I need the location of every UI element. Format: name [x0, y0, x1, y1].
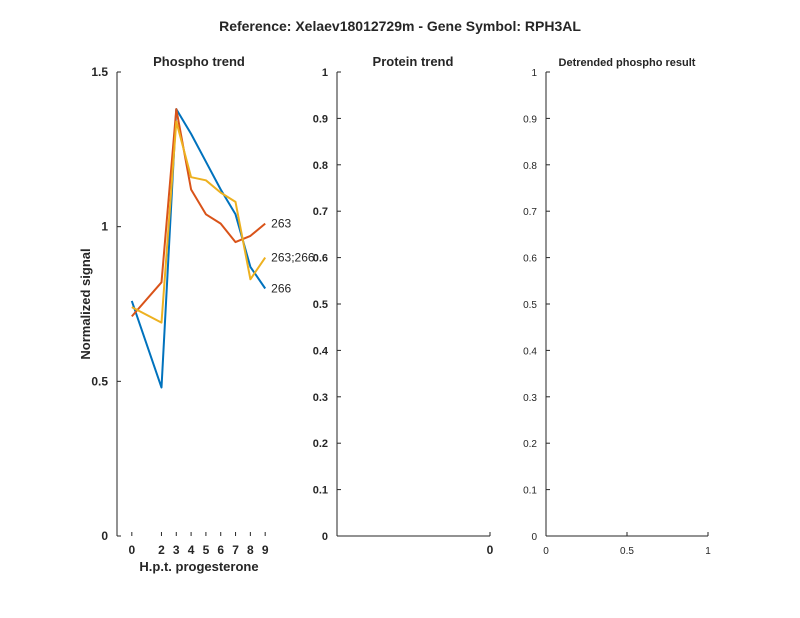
detrended-ytick-label: 1: [531, 68, 537, 79]
detrended-ytick-label: 0.6: [523, 254, 537, 265]
phospho-trend-ylabel: Normalized signal: [78, 248, 93, 359]
phospho-trend-title: Phospho trend: [153, 54, 245, 69]
protein-ytick-label: 0: [322, 531, 328, 543]
protein-ytick-label: 0.8: [313, 160, 328, 172]
phospho-ytick-label: 1.5: [91, 65, 108, 79]
protein-ytick-label: 0.6: [313, 253, 328, 265]
detrended-ytick-label: 0.5: [523, 300, 537, 311]
detrended-xtick-label: 1: [705, 546, 711, 557]
phospho-xtick-label: 3: [173, 543, 180, 557]
detrended-ytick-label: 0: [531, 532, 537, 543]
phospho-xtick-label: 8: [247, 543, 254, 557]
protein-ytick-label: 0.7: [313, 206, 328, 218]
protein-ytick-label: 0.1: [313, 485, 328, 497]
protein-ytick-label: 0.9: [313, 113, 328, 125]
phospho-trend-panel: Phospho trend H.p.t. progesterone Normal…: [78, 54, 315, 574]
detrended-xtick-label: 0: [543, 546, 549, 557]
phospho-series-line-263: [131, 108, 266, 318]
phospho-trend-xlabel: H.p.t. progesterone: [139, 559, 258, 574]
protein-ytick-label: 0.4: [313, 345, 329, 357]
detrended-ytick-label: 0.1: [523, 486, 537, 497]
protein-xtick-label: 0: [487, 543, 494, 557]
phospho-xtick-label: 6: [217, 543, 224, 557]
phospho-ytick-label: 1: [101, 220, 108, 234]
phospho-xtick-label: 0: [128, 543, 135, 557]
protein-ytick-label: 0.2: [313, 438, 328, 450]
phospho-ytick-label: 0.5: [91, 374, 108, 388]
detrended-ytick-label: 0.4: [523, 346, 537, 357]
phospho-xtick-label: 7: [232, 543, 239, 557]
detrended-xtick-label: 0.5: [620, 546, 634, 557]
protein-ytick-label: 0.5: [313, 299, 328, 311]
phospho-series-label: 263: [271, 217, 291, 231]
phospho-xtick-label: 5: [203, 543, 210, 557]
protein-trend-title: Protein trend: [373, 54, 454, 69]
detrended-ytick-label: 0.7: [523, 207, 537, 218]
detrended-ytick-label: 0.3: [523, 393, 537, 404]
protein-ytick-label: 1: [322, 67, 328, 79]
phospho-xtick-label: 2: [158, 543, 165, 557]
protein-ytick-label: 0.3: [313, 392, 328, 404]
phospho-series-line-263-266: [131, 120, 267, 324]
detrended-ytick-label: 0.8: [523, 161, 537, 172]
detrended-ytick-label: 0.9: [523, 114, 537, 125]
phospho-ytick-label: 0: [101, 529, 108, 543]
phospho-series-label: 263;266: [271, 251, 315, 265]
detrended-ytick-label: 0.2: [523, 439, 537, 450]
detrended-phospho-panel: Detrended phospho result 0 0.1 0.2 0.3 0.4 0.…: [523, 57, 711, 557]
phospho-xtick-label: 4: [188, 543, 195, 557]
protein-trend-panel: Protein trend 0 0.1 0.2 0.3 0.4 0.5 0.6 0.7 0.8 0…: [313, 54, 494, 557]
phospho-xtick-label: 9: [262, 543, 269, 557]
detrended-phospho-title: Detrended phospho result: [559, 57, 696, 69]
phospho-series-label: 266: [271, 282, 291, 296]
figure-suptitle: Reference: Xelaev18012729m - Gene Symbol…: [219, 18, 581, 34]
